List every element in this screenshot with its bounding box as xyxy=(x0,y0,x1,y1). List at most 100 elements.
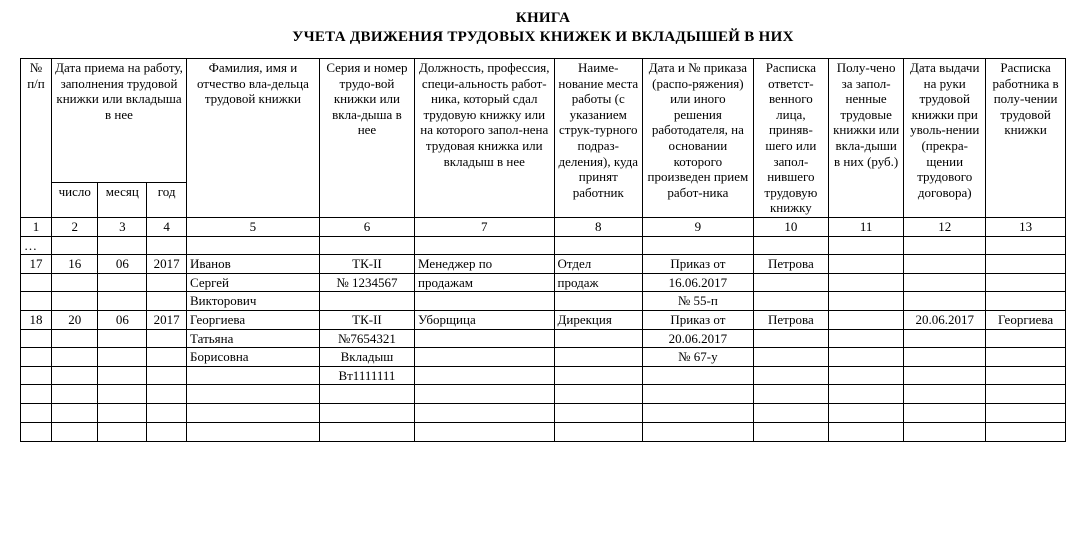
cell-col13 xyxy=(986,255,1066,274)
cell-col6: ТК-II xyxy=(319,310,414,329)
book-title-line1: КНИГА xyxy=(20,10,1066,27)
cell-col10 xyxy=(753,292,828,311)
table-row: 1820062017ГеоргиеваТК-IIУборщицаДирекция… xyxy=(21,310,1066,329)
cell-col8 xyxy=(554,348,643,367)
cell-col1 xyxy=(21,348,52,367)
cell-col9: № 55-п xyxy=(643,292,754,311)
cell-col8 xyxy=(554,366,643,385)
cell-empty xyxy=(753,385,828,404)
cell-col3 xyxy=(98,329,147,348)
cell-col8 xyxy=(554,329,643,348)
cell-empty xyxy=(415,423,554,442)
cell-col5: Сергей xyxy=(187,273,320,292)
cell-empty xyxy=(643,404,754,423)
cell-empty xyxy=(187,385,320,404)
cell-empty xyxy=(986,404,1066,423)
cell-empty xyxy=(415,404,554,423)
table-row: 1716062017ИвановТК-IIМенеджер поОтделПри… xyxy=(21,255,1066,274)
colnum-10: 10 xyxy=(753,217,828,236)
cell-col4: 2017 xyxy=(147,255,187,274)
cell-col13 xyxy=(986,292,1066,311)
cell-col8: Дирекция xyxy=(554,310,643,329)
cell-empty xyxy=(554,385,643,404)
cell-col2 xyxy=(51,366,97,385)
cell-empty xyxy=(643,385,754,404)
cell-empty xyxy=(147,385,187,404)
cell-col5: Георгиева xyxy=(187,310,320,329)
col-header-8: Наиме-нование места работы (с указанием … xyxy=(554,59,643,218)
cell-col11 xyxy=(829,292,904,311)
colnum-9: 9 xyxy=(643,217,754,236)
cell-empty xyxy=(904,404,986,423)
cell-col13 xyxy=(986,348,1066,367)
cell-col11 xyxy=(829,255,904,274)
cell-empty xyxy=(98,423,147,442)
cell-col1: 17 xyxy=(21,255,52,274)
col-header-9: Дата и № приказа (распо-ряжения) или ино… xyxy=(643,59,754,218)
cell-col12 xyxy=(904,329,986,348)
table-row: Татьяна№765432120.06.2017 xyxy=(21,329,1066,348)
colnum-3: 3 xyxy=(98,217,147,236)
cell-col10 xyxy=(753,329,828,348)
table-row: Викторович№ 55-п xyxy=(21,292,1066,311)
cell-col4 xyxy=(147,348,187,367)
cell-col8 xyxy=(554,292,643,311)
cell-col6: №7654321 xyxy=(319,329,414,348)
cell-empty xyxy=(147,404,187,423)
cell-empty xyxy=(187,404,320,423)
cell-col8: Отдел xyxy=(554,255,643,274)
cell-empty xyxy=(21,423,52,442)
cell-col12 xyxy=(904,366,986,385)
cell-empty xyxy=(187,423,320,442)
cell-empty xyxy=(554,404,643,423)
cell-col7: продажам xyxy=(415,273,554,292)
cell-col1 xyxy=(21,366,52,385)
cell-empty xyxy=(986,385,1066,404)
col-header-2: число xyxy=(51,182,97,217)
col-header-date-group: Дата приема на работу, заполнения трудов… xyxy=(51,59,186,183)
col-header-7: Должность, профессия, специ-альность раб… xyxy=(415,59,554,218)
cell-col6: Вт1111111 xyxy=(319,366,414,385)
cell-col2 xyxy=(51,292,97,311)
cell-col6: ТК-II xyxy=(319,255,414,274)
col-header-10: Расписка ответст-венного лица, приняв-ше… xyxy=(753,59,828,218)
cell-col1 xyxy=(21,329,52,348)
cell-col13 xyxy=(986,329,1066,348)
table-row: Вт1111111 xyxy=(21,366,1066,385)
cell-col10 xyxy=(753,273,828,292)
cell-empty xyxy=(319,385,414,404)
cell-col8: продаж xyxy=(554,273,643,292)
col-header-1: № п/п xyxy=(21,59,52,218)
cell-col2: 20 xyxy=(51,310,97,329)
col-header-4: год xyxy=(147,182,187,217)
colnum-11: 11 xyxy=(829,217,904,236)
cell-col12 xyxy=(904,348,986,367)
colnum-13: 13 xyxy=(986,217,1066,236)
col-header-3: месяц xyxy=(98,182,147,217)
cell-col11 xyxy=(829,366,904,385)
cell-col11 xyxy=(829,348,904,367)
cell-empty xyxy=(829,404,904,423)
cell-empty xyxy=(904,385,986,404)
cell-col9 xyxy=(643,366,754,385)
cell-col3: 06 xyxy=(98,255,147,274)
cell-empty xyxy=(829,423,904,442)
cell-col4: 2017 xyxy=(147,310,187,329)
cell-col7 xyxy=(415,348,554,367)
cell-col5: Борисовна xyxy=(187,348,320,367)
cell-col3 xyxy=(98,273,147,292)
book-title-line2: УЧЕТА ДВИЖЕНИЯ ТРУДОВЫХ КНИЖЕК И ВКЛАДЫШ… xyxy=(20,29,1066,46)
cell-col2: 16 xyxy=(51,255,97,274)
cell-col5: Татьяна xyxy=(187,329,320,348)
cell-col6: № 1234567 xyxy=(319,273,414,292)
cell-col9: № 67-у xyxy=(643,348,754,367)
colnum-4: 4 xyxy=(147,217,187,236)
cell-col1 xyxy=(21,292,52,311)
cell-empty xyxy=(829,385,904,404)
col-header-5: Фамилия, имя и отчество вла-дельца трудо… xyxy=(187,59,320,218)
colnum-1: 1 xyxy=(21,217,52,236)
cell-col1 xyxy=(21,273,52,292)
cell-col3 xyxy=(98,348,147,367)
table-row: БорисовнаВкладыш№ 67-у xyxy=(21,348,1066,367)
table-header: № п/п Дата приема на работу, заполнения … xyxy=(21,59,1066,237)
